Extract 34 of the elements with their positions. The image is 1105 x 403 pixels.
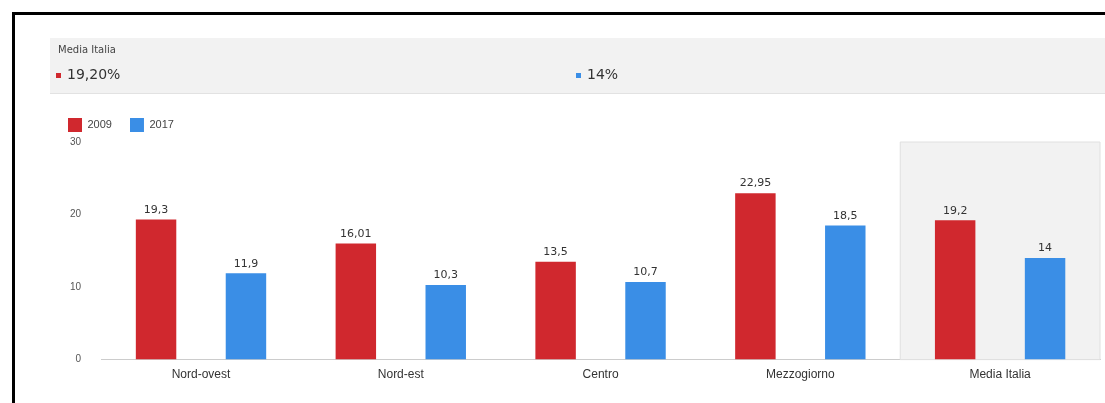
bar (225, 273, 267, 360)
bar (1024, 258, 1066, 360)
data-label: 22,95 (739, 176, 772, 190)
y-tick-label: 10 (70, 280, 82, 292)
text: Media Italia (58, 44, 116, 55)
text: 19,20% (67, 66, 121, 82)
data-label: 11,9 (233, 256, 259, 270)
data-label: 18,5 (833, 208, 858, 222)
text: 14% (587, 66, 619, 82)
data-label: 16,01 (340, 226, 372, 240)
legend-label: 2017 (149, 118, 174, 131)
y-tick-label: 30 (70, 135, 82, 147)
bar (934, 220, 976, 360)
bar (135, 219, 177, 360)
x-tick-label: Centro (582, 367, 619, 382)
data-label: 10,3 (433, 268, 458, 282)
data-label: 13,5 (543, 245, 568, 259)
bar (735, 193, 776, 360)
legend-label: 2009 (87, 118, 112, 131)
x-tick-label: Nord-ovest (171, 367, 232, 382)
bar (825, 225, 866, 360)
data-label: 10,7 (633, 265, 658, 279)
data-label: 19,2 (942, 203, 968, 217)
x-tick-label: Mezzogiorno (765, 367, 836, 382)
data-label: 14 (1038, 241, 1053, 255)
bar (335, 243, 377, 360)
x-tick-label: Media Italia (969, 367, 1032, 382)
x-tick-label: Nord-est (377, 367, 425, 382)
bar (625, 281, 666, 360)
bar (425, 284, 466, 360)
y-tick-label: 0 (75, 353, 82, 365)
y-tick-label: 20 (70, 208, 82, 220)
bar (535, 261, 576, 360)
data-label: 19,3 (143, 202, 169, 216)
